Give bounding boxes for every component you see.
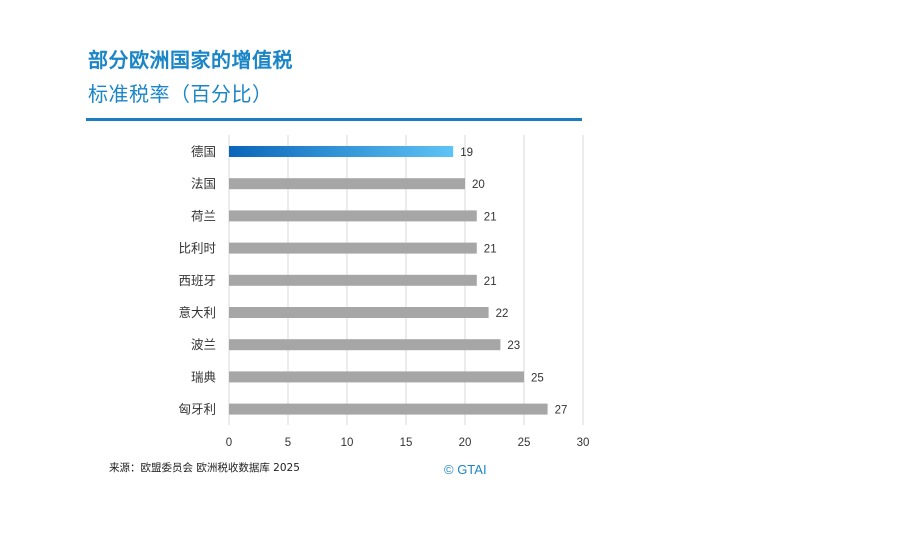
- bar-6: [229, 307, 489, 318]
- labels: 0 5 10 15 20 25 30 德国 19 法国 20 荷兰 21 比利时 21 西班牙 21 意大利 22 波…: [178, 144, 589, 449]
- category-label: 波兰: [191, 337, 216, 352]
- bar-3: [229, 210, 477, 222]
- x-tick-label: 10: [341, 437, 354, 449]
- x-tick-label: 15: [400, 437, 413, 449]
- data-label: 27: [555, 405, 568, 417]
- category-label: 西班牙: [178, 273, 216, 288]
- category-label: 德国: [191, 144, 216, 159]
- copyright-note: © GTAI: [444, 462, 487, 477]
- x-tick-label: 0: [226, 437, 232, 449]
- category-label: 比利时: [178, 241, 216, 256]
- data-label: 23: [507, 340, 520, 352]
- category-label: 荷兰: [191, 208, 216, 223]
- data-label: 22: [496, 308, 509, 320]
- chart-subtitle: 标准税率（百分比）: [88, 82, 273, 106]
- category-label: 法国: [191, 176, 216, 191]
- data-label: 21: [484, 244, 497, 256]
- x-tick-label: 20: [459, 437, 472, 449]
- bar-1: [229, 146, 454, 157]
- data-label: 21: [484, 211, 497, 223]
- title-underline: [86, 118, 582, 121]
- bar-9: [229, 403, 548, 415]
- bar-8: [229, 371, 524, 383]
- data-label: 19: [460, 147, 473, 159]
- data-label: 20: [472, 179, 485, 191]
- category-label: 匈牙利: [178, 402, 216, 417]
- bars: [229, 146, 548, 415]
- x-tick-label: 5: [285, 437, 291, 449]
- category-label: 瑞典: [191, 369, 216, 384]
- x-tick-label: 30: [577, 437, 590, 449]
- category-label: 意大利: [178, 305, 216, 320]
- source-note: 来源：欧盟委员会 欧洲税收数据库 2025: [109, 462, 300, 474]
- bar-2: [229, 178, 465, 190]
- bar-4: [229, 242, 477, 254]
- data-label: 21: [484, 276, 497, 288]
- data-label: 25: [531, 372, 544, 384]
- x-tick-label: 25: [518, 437, 531, 449]
- chart-title: 部分欧洲国家的增值税: [88, 48, 293, 72]
- bar-5: [229, 274, 477, 286]
- bar-7: [229, 339, 501, 351]
